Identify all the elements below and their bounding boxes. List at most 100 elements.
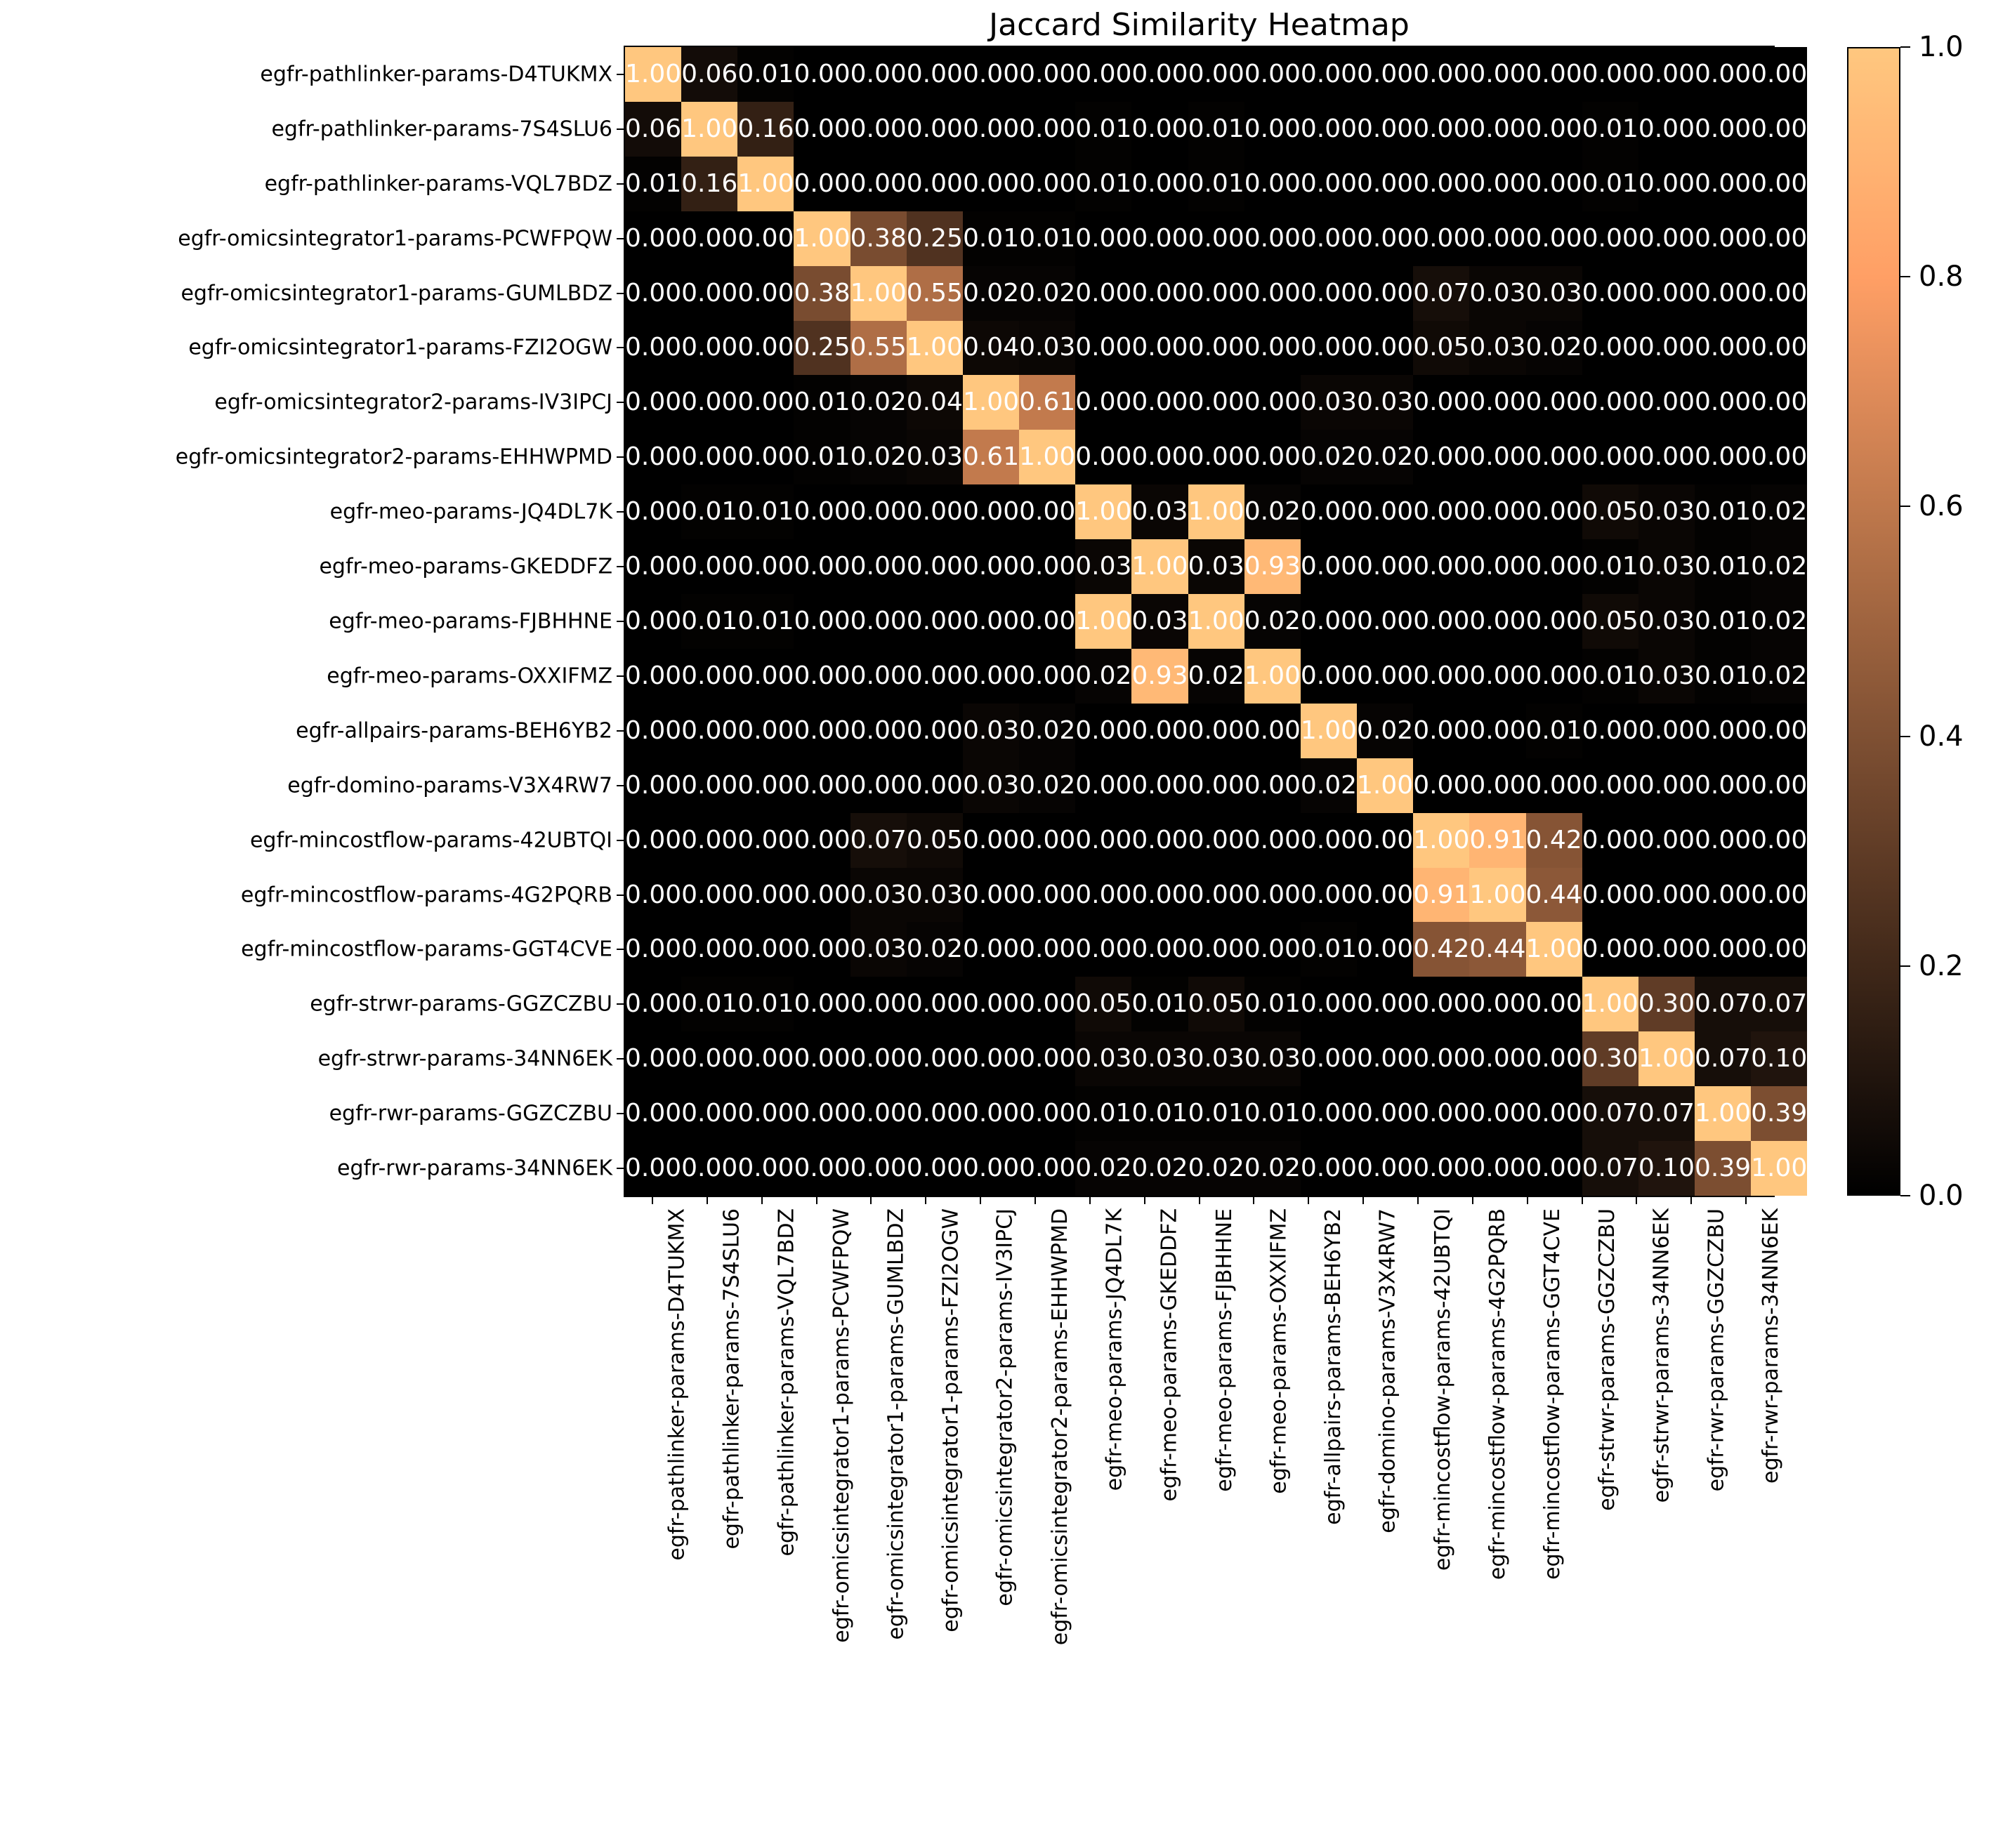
y-tick-mark bbox=[617, 1168, 625, 1170]
heatmap-cell: 0.01 bbox=[1694, 484, 1752, 540]
heatmap-cell: 0.00 bbox=[794, 47, 850, 102]
cell-value: 0.00 bbox=[1638, 880, 1695, 909]
cell-value: 0.00 bbox=[1244, 825, 1301, 854]
heatmap-cell: 0.00 bbox=[1019, 977, 1076, 1032]
heatmap-cell: 0.00 bbox=[1413, 539, 1470, 595]
heatmap-cell: 0.00 bbox=[681, 703, 738, 758]
heatmap-cell: 0.03 bbox=[962, 703, 1020, 758]
heatmap-cell: 0.01 bbox=[1582, 539, 1638, 595]
heatmap-cell: 0.00 bbox=[625, 703, 682, 758]
y-tick-mark bbox=[617, 839, 625, 841]
cell-value: 0.00 bbox=[1300, 825, 1358, 854]
heatmap-cell: 0.00 bbox=[1582, 47, 1638, 102]
cell-value: 0.00 bbox=[625, 935, 682, 964]
cell-value: 0.00 bbox=[1582, 442, 1638, 472]
x-tick-mark bbox=[1690, 1196, 1693, 1204]
heatmap-cell: 0.00 bbox=[625, 430, 682, 485]
heatmap-cell: 0.00 bbox=[681, 867, 738, 923]
heatmap-cell: 0.00 bbox=[1525, 211, 1582, 266]
heatmap-cell: 0.00 bbox=[962, 101, 1020, 157]
x-tick-mark bbox=[1636, 1196, 1638, 1204]
heatmap-cell: 0.00 bbox=[794, 703, 850, 758]
heatmap-cell: 0.00 bbox=[1582, 812, 1638, 868]
cell-value: 0.00 bbox=[1300, 880, 1358, 909]
heatmap-cell: 0.01 bbox=[681, 977, 738, 1032]
cell-value: 0.02 bbox=[1188, 661, 1244, 690]
y-tick-mark bbox=[617, 183, 625, 185]
cell-value: 0.10 bbox=[1751, 1044, 1808, 1074]
heatmap-cell: 0.00 bbox=[681, 648, 738, 704]
heatmap-cell: 0.00 bbox=[1244, 867, 1301, 923]
heatmap-cell: 0.00 bbox=[906, 703, 963, 758]
heatmap-cell: 0.00 bbox=[794, 812, 850, 868]
heatmap-cell: 0.01 bbox=[1300, 922, 1358, 977]
cell-value: 0.00 bbox=[681, 442, 738, 472]
heatmap-cell: 0.00 bbox=[1188, 320, 1244, 376]
cell-value: 0.00 bbox=[625, 552, 682, 581]
cell-value: 0.00 bbox=[737, 1044, 794, 1074]
cell-value: 0.00 bbox=[1019, 169, 1076, 198]
cell-value: 0.00 bbox=[1751, 935, 1808, 964]
cell-value: 0.00 bbox=[625, 442, 682, 472]
heatmap-cell: 0.00 bbox=[1244, 320, 1301, 376]
heatmap-cell: 0.02 bbox=[1300, 430, 1358, 485]
heatmap-cell: 0.00 bbox=[625, 977, 682, 1032]
cell-value: 0.00 bbox=[850, 169, 907, 198]
heatmap-cell: 0.00 bbox=[1469, 1141, 1526, 1196]
heatmap-cell: 0.00 bbox=[1131, 211, 1188, 266]
cell-value: 0.01 bbox=[1582, 661, 1638, 690]
heatmap-cell: 0.01 bbox=[1019, 211, 1076, 266]
cell-value: 0.00 bbox=[1582, 333, 1638, 362]
heatmap-cell: 0.01 bbox=[1694, 648, 1752, 704]
y-tick-label: egfr-omicsintegrator1-params-PCWFPQW bbox=[178, 226, 612, 251]
cell-value: 0.01 bbox=[1582, 169, 1638, 198]
cell-value: 0.00 bbox=[681, 880, 738, 909]
heatmap-cell: 0.00 bbox=[1019, 484, 1076, 540]
heatmap-cell: 0.00 bbox=[1525, 648, 1582, 704]
cell-value: 0.00 bbox=[1582, 880, 1638, 909]
y-tick-mark bbox=[617, 511, 625, 513]
cell-value: 0.00 bbox=[625, 1044, 682, 1074]
cell-value: 0.00 bbox=[1469, 1044, 1526, 1074]
cell-value: 0.00 bbox=[1694, 770, 1752, 800]
heatmap-cell: 0.00 bbox=[850, 594, 907, 649]
cell-value: 0.03 bbox=[1075, 552, 1132, 581]
cell-value: 0.00 bbox=[1300, 169, 1358, 198]
cell-value: 0.55 bbox=[906, 278, 963, 308]
heatmap-cell: 0.00 bbox=[1300, 156, 1358, 211]
heatmap-cell: 0.07 bbox=[850, 812, 907, 868]
heatmap-cell: 0.01 bbox=[1244, 1086, 1301, 1142]
heatmap-cell: 0.00 bbox=[1694, 320, 1752, 376]
heatmap-cell: 0.25 bbox=[906, 211, 963, 266]
heatmap-cell: 0.03 bbox=[1638, 594, 1695, 649]
cell-value: 0.01 bbox=[1188, 1099, 1244, 1128]
heatmap-cell: 0.00 bbox=[1413, 430, 1470, 485]
cell-value: 0.03 bbox=[1638, 606, 1695, 635]
heatmap-cell: 0.03 bbox=[1300, 375, 1358, 430]
heatmap-cell: 0.00 bbox=[737, 430, 794, 485]
x-tick-mark bbox=[1362, 1196, 1365, 1204]
cell-value: 0.00 bbox=[1469, 552, 1526, 581]
cell-value: 0.00 bbox=[1638, 935, 1695, 964]
heatmap-cell: 0.00 bbox=[1131, 265, 1188, 321]
cell-value: 0.00 bbox=[1694, 825, 1752, 854]
cell-value: 0.00 bbox=[1638, 770, 1695, 800]
heatmap-cell: 0.00 bbox=[1694, 758, 1752, 813]
cell-value: 1.00 bbox=[906, 333, 963, 362]
heatmap-cell: 0.02 bbox=[1019, 758, 1076, 813]
cell-value: 0.02 bbox=[1300, 770, 1358, 800]
heatmap-cell: 0.00 bbox=[1413, 484, 1470, 540]
heatmap-cell: 0.38 bbox=[794, 265, 850, 321]
cell-value: 1.00 bbox=[1751, 1154, 1808, 1183]
heatmap-cell: 0.01 bbox=[962, 211, 1020, 266]
cell-value: 0.00 bbox=[1300, 1044, 1358, 1074]
cell-value: 0.00 bbox=[1300, 1099, 1358, 1128]
heatmap-cell: 0.00 bbox=[906, 484, 963, 540]
cell-value: 0.00 bbox=[1300, 552, 1358, 581]
heatmap-cell: 0.00 bbox=[1469, 758, 1526, 813]
x-tick-mark bbox=[925, 1196, 927, 1204]
heatmap-cell: 1.00 bbox=[1300, 703, 1358, 758]
heatmap-cell: 0.00 bbox=[1019, 1141, 1076, 1196]
heatmap-cell: 0.00 bbox=[1582, 375, 1638, 430]
cell-value: 0.00 bbox=[1413, 989, 1470, 1019]
